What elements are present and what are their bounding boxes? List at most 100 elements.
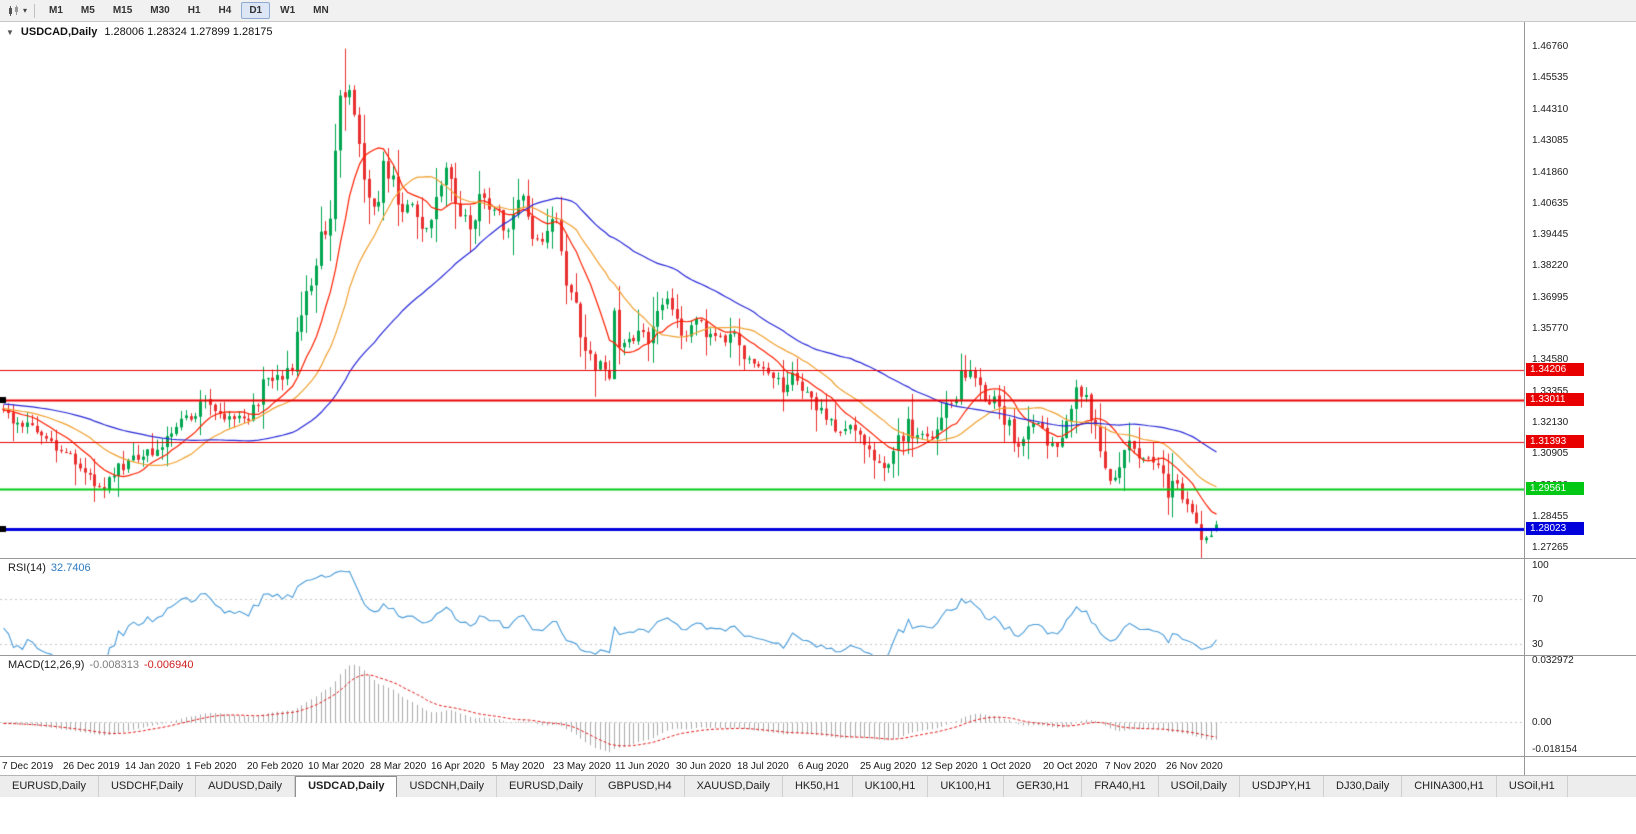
date-axis-label: 30 Jun 2020 xyxy=(676,761,732,772)
chart-tab-ger30-h1[interactable]: GER30,H1 xyxy=(1004,776,1083,797)
price-scale-label: 1.46760 xyxy=(1532,41,1569,52)
chart-tabs-bar: EURUSD,Daily USDCHF,Daily AUDUSD,Daily USDC… xyxy=(0,775,1636,797)
chart-info-line: ▼ USDCAD,Daily 1.28006 1.28324 1.27899 1… xyxy=(6,26,273,38)
price-line-badge: 1.34206 xyxy=(1526,363,1584,376)
date-axis-label: 11 Jun 2020 xyxy=(615,761,670,772)
chart-type-menu[interactable]: ▾ xyxy=(4,4,30,18)
price-scale-label: 1.34580 xyxy=(1532,354,1569,365)
date-axis-label: 1 Feb 2020 xyxy=(186,761,237,772)
chart-ohlc-values: 1.28006 1.28324 1.27899 1.28175 xyxy=(104,26,273,38)
rsi-scale-label: 30 xyxy=(1532,639,1544,650)
date-axis-label: 20 Feb 2020 xyxy=(247,761,304,772)
chart-tab-uk100-h1[interactable]: UK100,H1 xyxy=(928,776,1005,797)
timeframe-button-m30[interactable]: M30 xyxy=(150,5,170,16)
chart-tab-usdchf-daily[interactable]: USDCHF,Daily xyxy=(99,776,197,797)
timeframe-button-m15[interactable]: M15 xyxy=(112,5,133,16)
rsi-indicator-value: 32.7406 xyxy=(50,562,91,574)
chart-tab-dj30-daily[interactable]: DJ30,Daily xyxy=(1324,776,1403,797)
dropdown-caret-icon: ▾ xyxy=(23,5,28,15)
price-scale-label: 1.28455 xyxy=(1532,511,1569,522)
price-scale-label: 1.33355 xyxy=(1532,386,1569,397)
price-line-badge: 1.29561 xyxy=(1526,482,1584,495)
rsi-panel-label: RSI(14) 32.7406 xyxy=(8,562,91,574)
macd-panel-label: MACD(12,26,9) -0.008313 -0.006940 xyxy=(8,659,194,671)
price-line-badge: 1.31393 xyxy=(1526,435,1584,448)
panel-separator-axis xyxy=(0,756,1636,757)
panel-separator-rsi[interactable] xyxy=(0,558,1636,559)
date-axis-label: 7 Dec 2019 xyxy=(2,761,54,772)
chart-tab-usdjpy-h1[interactable]: USDJPY,H1 xyxy=(1240,776,1325,797)
chart-area[interactable]: ▼ USDCAD,Daily 1.28006 1.28324 1.27899 1… xyxy=(0,22,1636,775)
chart-tab-usoil-daily[interactable]: USOil,Daily xyxy=(1159,776,1240,797)
date-axis-label: 16 Apr 2020 xyxy=(431,761,485,772)
timeframe-button-m1[interactable]: M1 xyxy=(49,5,63,16)
chart-tab-audusd-daily[interactable]: AUDUSD,Daily xyxy=(196,776,296,797)
chart-tab-eurusd-daily[interactable]: EURUSD,Daily xyxy=(0,776,99,797)
timeframe-buttons: M1 M5 M15 M30 H1 H4 D1 W1 MN xyxy=(41,2,337,19)
chart-tab-usoil-h1[interactable]: USOil,H1 xyxy=(1497,776,1568,797)
date-axis[interactable]: 7 Dec 2019 26 Dec 2019 14 Jan 2020 1 Feb 20… xyxy=(0,756,1524,775)
timeframe-button-h1[interactable]: H1 xyxy=(187,5,201,16)
date-axis-label: 28 Mar 2020 xyxy=(370,761,427,772)
candlestick-chart-icon xyxy=(9,5,18,16)
rsi-indicator-name: RSI(14) xyxy=(8,562,46,574)
macd-signal-value: -0.006940 xyxy=(143,659,194,671)
price-scale-label: 1.27265 xyxy=(1532,542,1569,553)
chart-tab-china300-h1[interactable]: CHINA300,H1 xyxy=(1402,776,1497,797)
panel-separator-macd[interactable] xyxy=(0,655,1636,656)
timeframe-button-h4[interactable]: H4 xyxy=(218,5,232,16)
chart-tab-uk100-h1[interactable]: UK100,H1 xyxy=(853,776,929,797)
date-axis-label: 7 Nov 2020 xyxy=(1105,761,1157,772)
macd-main-value: -0.008313 xyxy=(89,659,139,671)
toolbar-separator xyxy=(34,3,36,18)
chart-tab-eurusd-daily[interactable]: EURUSD,Daily xyxy=(497,776,596,797)
date-axis-label: 18 Jul 2020 xyxy=(737,761,789,772)
date-axis-label: 26 Nov 2020 xyxy=(1166,761,1223,772)
price-scale-label: 1.32130 xyxy=(1532,417,1569,428)
price-scale-label: 1.41860 xyxy=(1532,167,1569,178)
macd-scale-label: 0.00 xyxy=(1532,717,1552,728)
date-axis-label: 12 Sep 2020 xyxy=(921,761,978,772)
price-scale-label: 1.35770 xyxy=(1532,323,1569,334)
date-axis-label: 5 May 2020 xyxy=(492,761,545,772)
chart-tab-usdcnh-daily[interactable]: USDCNH,Daily xyxy=(397,776,498,797)
date-axis-label: 10 Mar 2020 xyxy=(308,761,365,772)
timeframe-button-mn[interactable]: MN xyxy=(313,5,329,16)
price-line-badge: 1.33011 xyxy=(1526,393,1584,406)
price-scale-label: 1.44310 xyxy=(1532,104,1569,115)
timeframe-button-w1[interactable]: W1 xyxy=(280,5,296,16)
date-axis-label: 20 Oct 2020 xyxy=(1043,761,1098,772)
macd-scale-label: -0.018154 xyxy=(1532,744,1578,755)
price-line-badge: 1.28023 xyxy=(1526,522,1584,535)
date-axis-label: 26 Dec 2019 xyxy=(63,761,120,772)
date-axis-label: 23 May 2020 xyxy=(553,761,611,772)
price-scale-label: 1.39445 xyxy=(1532,229,1569,240)
chart-tab-fra40-h1[interactable]: FRA40,H1 xyxy=(1082,776,1159,797)
chart-canvas[interactable] xyxy=(0,22,1524,775)
price-scale-label: 1.45535 xyxy=(1532,72,1569,83)
chart-tab-usdcad-daily[interactable]: USDCAD,Daily xyxy=(295,776,398,797)
rsi-scale-label: 70 xyxy=(1532,594,1544,605)
price-scale-label: 1.30905 xyxy=(1532,448,1569,459)
date-axis-label: 1 Oct 2020 xyxy=(982,761,1031,772)
chart-tab-xauusd-daily[interactable]: XAUUSD,Daily xyxy=(685,776,783,797)
chart-symbol-label: USDCAD,Daily xyxy=(20,26,98,38)
chart-tab-gbpusd-h4[interactable]: GBPUSD,H4 xyxy=(596,776,685,797)
rsi-scale-label: 100 xyxy=(1532,560,1549,571)
date-axis-label: 14 Jan 2020 xyxy=(125,761,181,772)
date-axis-label: 25 Aug 2020 xyxy=(860,761,917,772)
timeframe-button-d1[interactable]: D1 xyxy=(241,2,271,19)
collapse-chart-icon[interactable]: ▼ xyxy=(6,27,14,37)
macd-indicator-name: MACD(12,26,9) xyxy=(8,659,85,671)
price-scale-label: 1.38220 xyxy=(1532,260,1569,271)
price-scale-label: 1.40635 xyxy=(1532,198,1569,209)
price-scale[interactable]: 1.46760 1.45535 1.44310 1.43085 1.41860 1.406… xyxy=(1524,22,1636,775)
timeframe-button-m5[interactable]: M5 xyxy=(80,5,95,16)
chart-tab-hk50-h1[interactable]: HK50,H1 xyxy=(783,776,853,797)
price-scale-label: 1.36995 xyxy=(1532,292,1569,303)
price-scale-label: 1.43085 xyxy=(1532,135,1569,146)
macd-scale-label: 0.032972 xyxy=(1532,655,1574,666)
timeframe-toolbar: ▾ M1 M5 M15 M30 H1 H4 D1 W1 MN xyxy=(0,0,1636,22)
date-axis-label: 6 Aug 2020 xyxy=(798,761,849,772)
